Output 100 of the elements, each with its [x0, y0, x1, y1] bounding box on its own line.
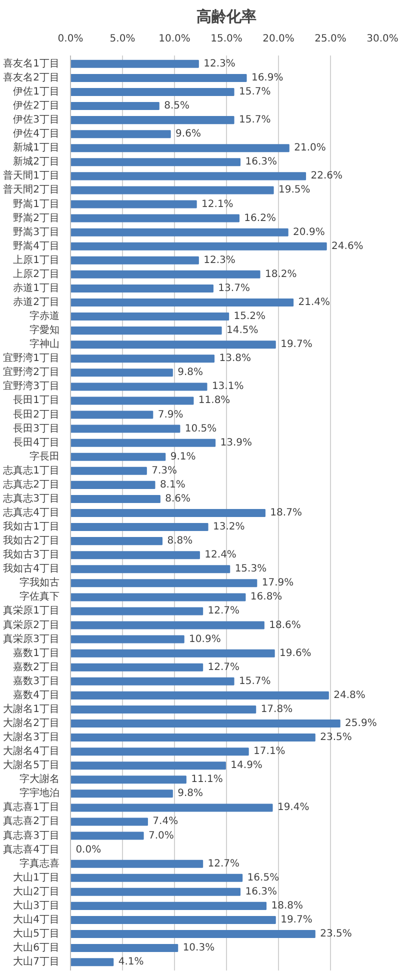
- bar: [70, 720, 340, 728]
- x-tick-label: 20.0%: [262, 34, 294, 44]
- data-label: 23.5%: [320, 732, 352, 744]
- bar: [70, 410, 154, 419]
- y-tick-label: 宜野湾3丁目: [3, 380, 60, 392]
- bar: [70, 537, 163, 546]
- data-label: 17.9%: [262, 578, 294, 589]
- bar: [70, 902, 267, 910]
- y-tick-label: 大山5丁目: [13, 928, 60, 940]
- y-tick-label: 喜友名2丁目: [3, 71, 60, 84]
- data-label: 17.1%: [254, 746, 286, 758]
- y-tick-label: 志真志3丁目: [3, 492, 60, 504]
- bar: [70, 158, 241, 166]
- y-tick-label: 宜野湾1丁目: [3, 352, 60, 364]
- y-tick-label: 我如古1丁目: [3, 520, 60, 533]
- y-tick-label: 上原2丁目: [13, 268, 60, 280]
- y-tick-label: 志真志4丁目: [3, 506, 60, 518]
- bar: [70, 480, 156, 489]
- y-tick-label: 大謝名3丁目: [3, 731, 60, 744]
- bar: [70, 621, 264, 630]
- x-tick-label: 25.0%: [314, 34, 346, 44]
- y-tick-label: 喜友名1丁目: [3, 57, 60, 70]
- bar: [70, 452, 166, 461]
- y-tick-label: 字愛知: [30, 324, 60, 336]
- y-tick-label: 伊佐1丁目: [13, 86, 60, 98]
- data-label: 12.7%: [208, 858, 240, 870]
- bar: [70, 438, 216, 447]
- y-tick-label: 大謝名2丁目: [3, 717, 60, 730]
- data-label: 19.7%: [280, 914, 312, 926]
- data-label: 16.3%: [245, 886, 277, 898]
- data-label: 13.8%: [219, 353, 251, 364]
- bar: [70, 635, 184, 644]
- bar: [70, 382, 208, 391]
- bar: [70, 776, 186, 784]
- data-label: 9.1%: [170, 451, 196, 462]
- bar: [70, 874, 243, 882]
- y-tick-label: 大山1丁目: [13, 871, 60, 884]
- data-label: 4.1%: [118, 956, 144, 968]
- data-label: 16.9%: [251, 72, 284, 84]
- bar: [70, 508, 266, 518]
- y-tick-label: 大山6丁目: [13, 942, 60, 954]
- chart-title: 高齢化率: [196, 8, 256, 26]
- y-tick-label: 新城2丁目: [13, 156, 60, 168]
- bar: [70, 424, 180, 433]
- bar: [70, 466, 147, 475]
- y-tick-label: 我如古4丁目: [3, 562, 60, 575]
- data-label: 13.9%: [220, 437, 252, 448]
- data-label: 12.1%: [202, 198, 234, 210]
- y-tick-label: 長田2丁目: [13, 409, 60, 420]
- data-label: 21.4%: [298, 296, 330, 308]
- y-tick-label: 字宇地泊: [20, 787, 60, 800]
- data-label: 18.7%: [270, 508, 302, 518]
- data-label: 23.5%: [320, 928, 352, 940]
- bar: [70, 818, 148, 826]
- x-tick-label: 30.0%: [366, 34, 398, 44]
- data-label: 18.8%: [271, 900, 303, 912]
- data-label: 12.3%: [204, 254, 236, 266]
- data-label: 14.5%: [226, 325, 258, 336]
- bar: [70, 916, 276, 924]
- y-tick-label: 長田1丁目: [13, 395, 60, 406]
- data-label: 10.9%: [189, 634, 221, 645]
- y-tick-label: 野嵩3丁目: [13, 226, 60, 238]
- data-label: 7.9%: [158, 409, 184, 420]
- x-tick-label: 0.0%: [58, 34, 84, 44]
- y-tick-label: 普天間1丁目: [3, 170, 60, 182]
- bar: [70, 804, 273, 812]
- bar: [70, 832, 144, 840]
- bar: [70, 494, 160, 503]
- y-tick-label: 字神山: [30, 338, 60, 350]
- data-label: 22.6%: [310, 170, 343, 182]
- bar: [70, 326, 222, 335]
- y-tick-label: 志真志1丁目: [3, 464, 60, 476]
- y-tick-label: 真栄原2丁目: [3, 618, 60, 631]
- data-label: 25.9%: [345, 718, 377, 730]
- y-tick-label: 字長田: [30, 450, 60, 462]
- data-label: 11.1%: [191, 774, 223, 786]
- data-label: 19.6%: [280, 648, 312, 659]
- data-label: 16.8%: [250, 592, 282, 603]
- data-label: 9.8%: [178, 788, 204, 800]
- x-tick-label: 15.0%: [210, 34, 242, 44]
- bar: [70, 298, 294, 306]
- data-label: 24.6%: [332, 240, 364, 252]
- data-label: 13.2%: [212, 522, 245, 533]
- y-tick-label: 野嵩4丁目: [13, 240, 60, 252]
- bar: [70, 762, 226, 770]
- y-tick-label: 真志喜2丁目: [3, 815, 60, 828]
- bar: [70, 354, 215, 363]
- data-label: 15.7%: [238, 86, 271, 98]
- bar: [70, 790, 173, 798]
- bar: [70, 284, 214, 292]
- bar: [70, 214, 240, 222]
- bar: [70, 396, 194, 405]
- data-label: 15.7%: [238, 114, 271, 126]
- data-label: 11.8%: [198, 395, 230, 406]
- data-label: 7.0%: [148, 830, 174, 842]
- data-label: 14.9%: [230, 760, 262, 772]
- y-tick-label: 字赤道: [30, 310, 60, 322]
- data-label: 0.0%: [76, 844, 102, 856]
- data-label: 12.7%: [208, 606, 240, 617]
- bar: [70, 579, 258, 588]
